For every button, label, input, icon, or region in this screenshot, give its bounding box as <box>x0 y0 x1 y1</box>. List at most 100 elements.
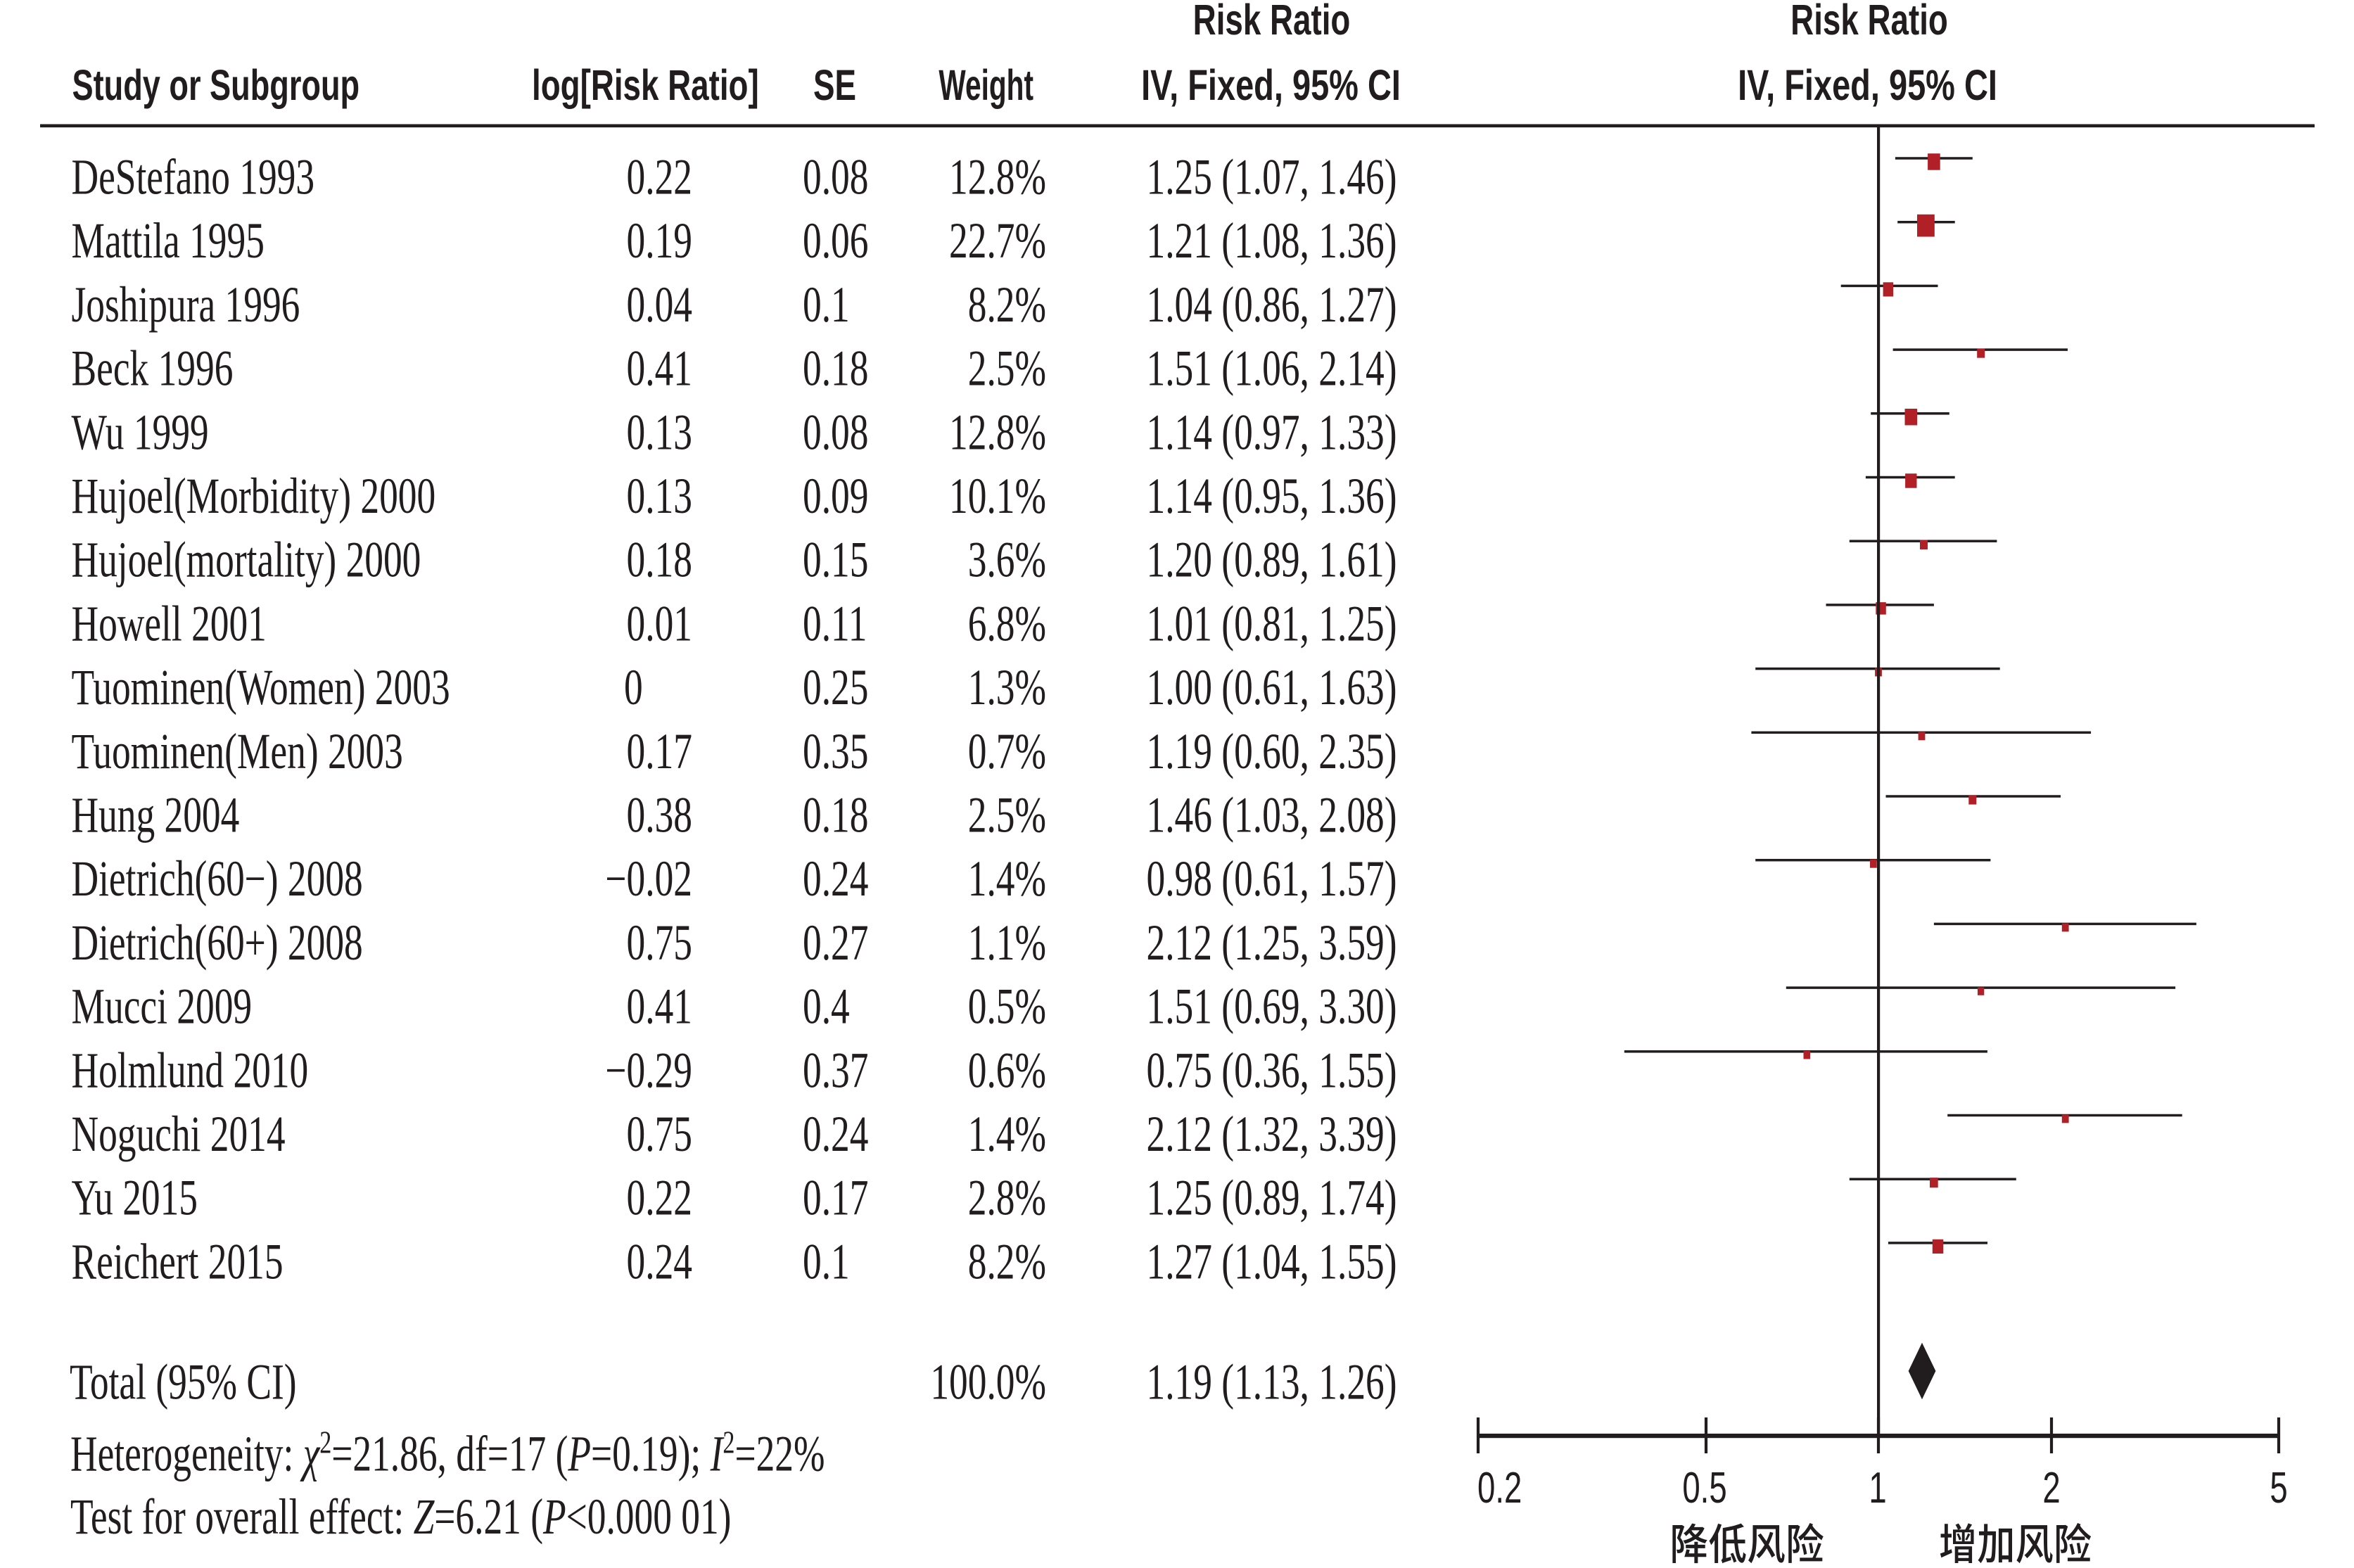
svg-text:1.00 (0.61, 1.63): 1.00 (0.61, 1.63) <box>1147 659 1397 715</box>
svg-text:100.0%: 100.0% <box>930 1354 1046 1410</box>
svg-text:Hung 2004: Hung 2004 <box>72 787 240 843</box>
svg-text:Reichert 2015: Reichert 2015 <box>72 1234 284 1290</box>
svg-text:1.20 (0.89, 1.61): 1.20 (0.89, 1.61) <box>1147 532 1397 588</box>
svg-text:Hujoel(mortality) 2000: Hujoel(mortality) 2000 <box>72 532 421 588</box>
svg-text:8.2%: 8.2% <box>968 1234 1046 1290</box>
svg-text:0.24: 0.24 <box>803 851 868 907</box>
svg-text:0.24: 0.24 <box>627 1234 692 1290</box>
svg-text:Dietrich(60+) 2008: Dietrich(60+) 2008 <box>72 914 363 971</box>
svg-text:0.08: 0.08 <box>803 404 868 461</box>
svg-text:0.22: 0.22 <box>627 149 692 205</box>
svg-text:2: 2 <box>2042 1463 2060 1512</box>
svg-text:1.25 (1.07, 1.46): 1.25 (1.07, 1.46) <box>1147 149 1397 205</box>
svg-text:6.8%: 6.8% <box>968 596 1046 652</box>
svg-text:0.25: 0.25 <box>803 659 868 715</box>
svg-text:1.4%: 1.4% <box>968 1106 1046 1162</box>
svg-text:IV, Fixed, 95% CI: IV, Fixed, 95% CI <box>1141 61 1401 109</box>
svg-text:DeStefano 1993: DeStefano 1993 <box>72 149 315 205</box>
svg-text:Yu 2015: Yu 2015 <box>72 1170 198 1226</box>
svg-text:0.15: 0.15 <box>803 532 868 588</box>
svg-text:10.1%: 10.1% <box>949 468 1046 524</box>
svg-text:1: 1 <box>1869 1463 1886 1512</box>
svg-text:Howell 2001: Howell 2001 <box>72 596 267 652</box>
svg-text:2.8%: 2.8% <box>968 1170 1046 1226</box>
svg-text:Risk Ratio: Risk Ratio <box>1790 0 1948 44</box>
svg-text:1.27 (1.04, 1.55): 1.27 (1.04, 1.55) <box>1147 1234 1397 1290</box>
svg-text:0.5: 0.5 <box>1682 1463 1726 1512</box>
svg-text:0.2: 0.2 <box>1477 1463 1522 1512</box>
svg-text:2.12 (1.32, 3.39): 2.12 (1.32, 3.39) <box>1147 1106 1397 1162</box>
svg-text:0.22: 0.22 <box>627 1170 692 1226</box>
svg-text:1.14 (0.95, 1.36): 1.14 (0.95, 1.36) <box>1147 468 1397 524</box>
svg-text:Dietrich(60−) 2008: Dietrich(60−) 2008 <box>72 851 363 907</box>
svg-text:0.01: 0.01 <box>627 596 692 652</box>
svg-text:Beck 1996: Beck 1996 <box>72 340 234 397</box>
svg-text:1.51 (1.06, 2.14): 1.51 (1.06, 2.14) <box>1147 340 1397 397</box>
svg-text:0.41: 0.41 <box>627 340 692 397</box>
svg-text:1.3%: 1.3% <box>968 659 1046 715</box>
svg-text:Weight: Weight <box>939 61 1033 109</box>
svg-text:0.11: 0.11 <box>803 596 867 652</box>
svg-text:−0.02: −0.02 <box>605 851 692 907</box>
svg-text:IV, Fixed, 95% CI: IV, Fixed, 95% CI <box>1738 61 1997 109</box>
svg-text:0.7%: 0.7% <box>968 723 1046 779</box>
svg-text:Heterogeneity: χ2=21.86, df=17: Heterogeneity: χ2=21.86, df=17 (P=0.19);… <box>70 1424 825 1481</box>
svg-text:0: 0 <box>624 659 643 715</box>
svg-text:0.18: 0.18 <box>803 787 868 843</box>
svg-text:0.17: 0.17 <box>627 723 692 779</box>
svg-text:1.46 (1.03, 2.08): 1.46 (1.03, 2.08) <box>1147 787 1397 843</box>
svg-text:1.21 (1.08, 1.36): 1.21 (1.08, 1.36) <box>1147 213 1397 269</box>
svg-text:Test for overall effect: Z=6.2: Test for overall effect: Z=6.21 (P<0.000… <box>70 1489 731 1545</box>
svg-text:0.75: 0.75 <box>627 914 692 971</box>
svg-text:0.09: 0.09 <box>803 468 868 524</box>
svg-text:0.38: 0.38 <box>627 787 692 843</box>
svg-text:0.24: 0.24 <box>803 1106 868 1162</box>
svg-text:0.19: 0.19 <box>627 213 692 269</box>
svg-text:Holmlund 2010: Holmlund 2010 <box>72 1043 309 1099</box>
svg-text:Total (95% CI): Total (95% CI) <box>70 1354 297 1410</box>
svg-text:8.2%: 8.2% <box>968 276 1046 333</box>
svg-text:1.1%: 1.1% <box>968 914 1046 971</box>
svg-text:0.41: 0.41 <box>627 979 692 1035</box>
svg-text:12.8%: 12.8% <box>949 404 1046 461</box>
svg-text:Mattila 1995: Mattila 1995 <box>72 213 265 269</box>
svg-text:1.19 (0.60, 2.35): 1.19 (0.60, 2.35) <box>1147 723 1397 779</box>
svg-text:1.01 (0.81, 1.25): 1.01 (0.81, 1.25) <box>1147 596 1397 652</box>
svg-text:22.7%: 22.7% <box>949 213 1046 269</box>
svg-text:2.12 (1.25, 3.59): 2.12 (1.25, 3.59) <box>1147 914 1397 971</box>
svg-text:Study or Subgroup: Study or Subgroup <box>72 61 360 109</box>
svg-text:0.18: 0.18 <box>627 532 692 588</box>
svg-text:0.17: 0.17 <box>803 1170 868 1226</box>
svg-text:0.1: 0.1 <box>803 276 850 333</box>
svg-text:Mucci 2009: Mucci 2009 <box>72 979 253 1035</box>
svg-text:1.4%: 1.4% <box>968 851 1046 907</box>
svg-text:Wu 1999: Wu 1999 <box>72 404 209 461</box>
svg-text:0.75: 0.75 <box>627 1106 692 1162</box>
svg-text:Hujoel(Morbidity) 2000: Hujoel(Morbidity) 2000 <box>72 468 436 524</box>
svg-text:1.04 (0.86, 1.27): 1.04 (0.86, 1.27) <box>1147 276 1397 333</box>
svg-text:Tuominen(Women) 2003: Tuominen(Women) 2003 <box>72 659 450 715</box>
svg-text:0.6%: 0.6% <box>968 1043 1046 1099</box>
svg-text:1.51 (0.69, 3.30): 1.51 (0.69, 3.30) <box>1147 979 1397 1035</box>
svg-text:0.37: 0.37 <box>803 1043 868 1099</box>
svg-text:SE: SE <box>813 62 856 110</box>
svg-text:0.13: 0.13 <box>627 468 692 524</box>
svg-text:3.6%: 3.6% <box>968 532 1046 588</box>
svg-text:Risk Ratio: Risk Ratio <box>1193 0 1351 44</box>
svg-text:0.04: 0.04 <box>627 276 692 333</box>
svg-text:0.5%: 0.5% <box>968 979 1046 1035</box>
svg-text:0.1: 0.1 <box>803 1234 850 1290</box>
svg-text:12.8%: 12.8% <box>949 149 1046 205</box>
svg-text:Joshipura 1996: Joshipura 1996 <box>72 276 300 333</box>
svg-text:0.18: 0.18 <box>803 340 868 397</box>
svg-text:5: 5 <box>2270 1463 2287 1512</box>
svg-text:2.5%: 2.5% <box>968 787 1046 843</box>
svg-text:0.27: 0.27 <box>803 914 868 971</box>
svg-text:0.75 (0.36, 1.55): 0.75 (0.36, 1.55) <box>1147 1043 1397 1099</box>
svg-text:0.35: 0.35 <box>803 723 868 779</box>
svg-text:1.25 (0.89, 1.74): 1.25 (0.89, 1.74) <box>1147 1170 1397 1226</box>
svg-text:log[Risk Ratio]: log[Risk Ratio] <box>532 62 759 110</box>
svg-text:Tuominen(Men) 2003: Tuominen(Men) 2003 <box>72 723 403 779</box>
svg-text:1.19 (1.13, 1.26): 1.19 (1.13, 1.26) <box>1147 1354 1397 1410</box>
svg-text:0.06: 0.06 <box>803 213 868 269</box>
